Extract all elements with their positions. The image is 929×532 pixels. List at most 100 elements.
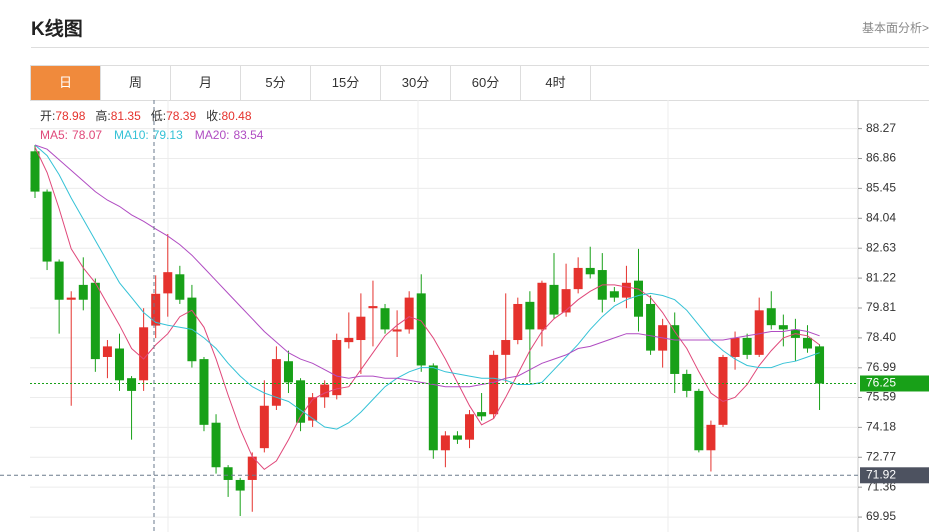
ohlc-info: 开:78.98 高:81.35 低:78.39 收:80.48 (40, 108, 252, 123)
divider (31, 47, 929, 48)
candle-body (815, 346, 825, 384)
candle-body (66, 297, 76, 300)
cursor-price-box (860, 467, 929, 484)
candle-body (90, 282, 100, 360)
candle-body (549, 284, 559, 315)
candle-body (151, 293, 161, 326)
candle-body (573, 267, 583, 290)
ma-name: MA5: (40, 128, 68, 142)
ma-value: 79.13 (153, 128, 183, 142)
candle-body (802, 337, 812, 349)
candle-body (308, 397, 318, 421)
candle-body (465, 414, 475, 440)
tab[interactable]: 30分 (381, 66, 451, 100)
candle-body (42, 191, 52, 262)
candle-body (139, 327, 149, 381)
tab[interactable]: 60分 (451, 66, 521, 100)
candle-body (682, 373, 692, 391)
ohlc-value: 78.39 (166, 109, 196, 123)
tab[interactable]: 月 (171, 66, 241, 100)
candle-body (634, 280, 643, 317)
candle-body (127, 378, 137, 391)
candle-body (730, 337, 740, 357)
candle-body (706, 424, 716, 451)
candle-body (537, 282, 547, 330)
candle-body (646, 303, 656, 351)
candle-body (368, 306, 378, 309)
tab[interactable]: 15分 (311, 66, 381, 100)
candle-body (392, 329, 402, 332)
candle-body (211, 422, 221, 468)
candle-body (718, 356, 728, 425)
candle-body (271, 359, 281, 406)
candle-body (175, 274, 185, 300)
candle-body (452, 435, 462, 440)
candle-body (259, 405, 269, 449)
candle-body (296, 380, 306, 423)
fundamentals-link[interactable]: 基本面分析> (861, 21, 929, 35)
ma-name: MA20: (195, 128, 230, 142)
candle-body (320, 384, 330, 398)
candle-body (778, 325, 788, 330)
candle-body (754, 310, 764, 355)
tab[interactable]: 周 (101, 66, 171, 100)
tab[interactable]: 5分 (241, 66, 311, 100)
candle-body (54, 261, 64, 300)
ma-value: 83.54 (233, 128, 263, 142)
candle-body (404, 297, 414, 330)
last-price-label: 76.25 (866, 376, 896, 390)
candle-body (102, 346, 112, 357)
y-tick-label: 88.27 (866, 121, 896, 135)
y-tick-label: 78.40 (866, 330, 896, 344)
y-tick-label: 82.63 (866, 240, 896, 254)
candle-body (513, 303, 523, 341)
y-tick-label: 79.81 (866, 300, 896, 314)
tab[interactable]: 4时 (521, 66, 591, 100)
candle-body (416, 293, 426, 366)
candle-body (694, 390, 704, 451)
candle-body (585, 267, 595, 275)
ma-info: MA5: 78.07 MA10: 79.13 MA20: 83.54 (40, 128, 264, 142)
candle-body (163, 272, 173, 294)
ohlc-label: 收: (206, 109, 221, 123)
candle-body (742, 337, 752, 355)
candle-body (428, 365, 438, 451)
y-tick-label: 81.22 (866, 270, 896, 284)
candle-body (525, 301, 535, 330)
period-tabs: 日周月 5分 15分 30分 60分 4时 (30, 65, 929, 101)
y-tick-label: 69.95 (866, 509, 896, 523)
ma-line (34, 144, 820, 430)
candle-body (247, 456, 257, 480)
candle-body (283, 361, 293, 383)
candle-body (670, 325, 680, 374)
candle-body (78, 284, 88, 300)
ohlc-label: 高: (95, 108, 110, 123)
candle-body (223, 467, 233, 480)
last-price-box (860, 375, 929, 392)
candle-body (199, 359, 209, 425)
y-tick-label: 85.45 (866, 181, 896, 195)
candle-body (344, 337, 354, 343)
y-tick-label: 75.59 (866, 390, 896, 404)
y-tick-label: 74.18 (866, 420, 896, 434)
y-tick-label: 84.04 (866, 210, 896, 224)
candle-body (30, 151, 40, 192)
ma-line (34, 144, 820, 388)
ma-line (34, 146, 820, 471)
ohlc-label: 低: (151, 109, 166, 123)
candle-body (114, 348, 124, 381)
cursor-price-label: 71.92 (866, 467, 896, 481)
candle-body (766, 308, 776, 326)
candle-body (477, 412, 487, 417)
ohlc-value: 81.35 (111, 109, 141, 123)
candle-body (440, 435, 450, 451)
candle-body (489, 354, 499, 415)
page-title: K线图 (31, 19, 83, 40)
candle-body (561, 289, 571, 313)
tab[interactable]: 日 (31, 66, 101, 100)
ohlc-value: 78.98 (55, 109, 85, 123)
ma-value: 78.07 (72, 128, 102, 142)
ohlc-label: 开: (40, 109, 55, 123)
